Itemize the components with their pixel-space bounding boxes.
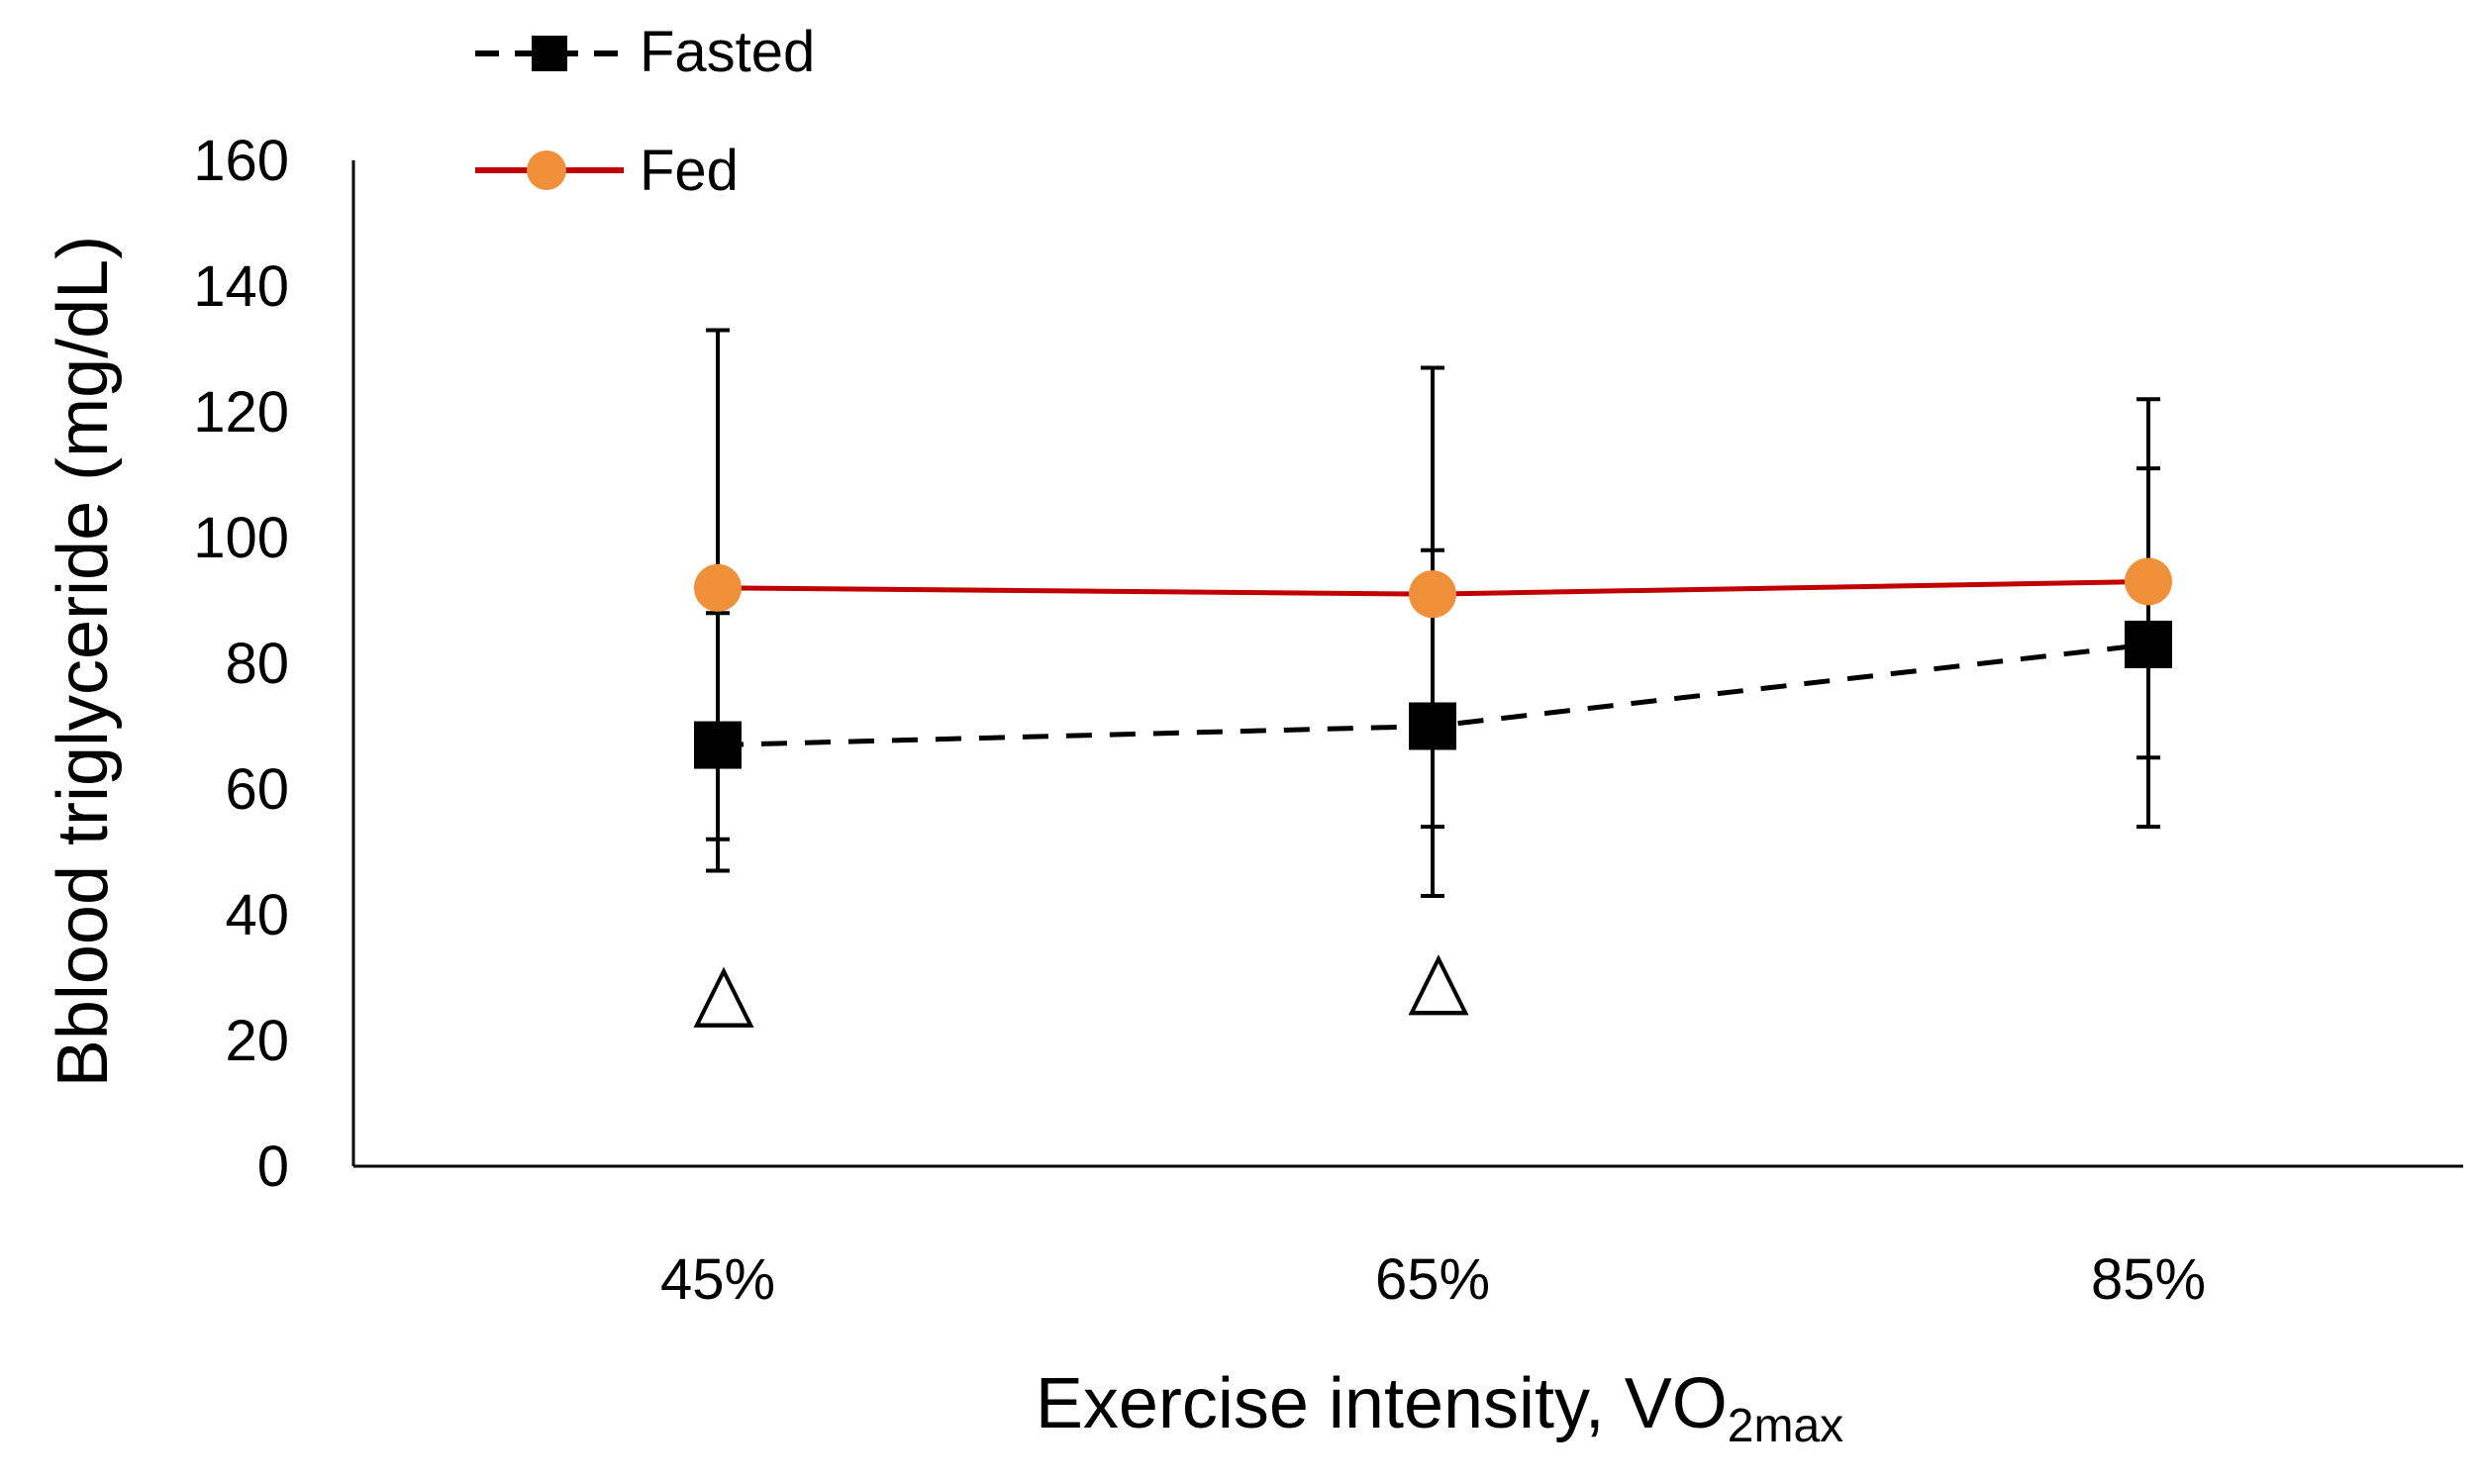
x-tick-label: 45% — [660, 1247, 775, 1312]
legend-fed-marker-icon — [527, 150, 566, 190]
legend-fasted-label: Fasted — [640, 20, 815, 84]
annotation-triangle: △ — [1408, 933, 1469, 1025]
y-tick-labels: 0 20 40 60 80 100 120 140 160 — [193, 129, 289, 1199]
y-tick-label: 140 — [193, 254, 289, 319]
y-tick-label: 0 — [257, 1135, 289, 1199]
marker-fasted — [2125, 620, 2172, 668]
y-tick-label: 80 — [225, 632, 289, 696]
x-axis-title-subscript: 2max — [1728, 1400, 1843, 1452]
x-axis-title-text: Exercise intensity, — [1036, 1364, 1625, 1443]
y-tick-label: 40 — [225, 883, 289, 947]
marker-fasted — [694, 721, 742, 769]
marker-fed — [1409, 570, 1456, 619]
x-tick-label: 65% — [1375, 1247, 1490, 1312]
y-tick-label: 120 — [193, 380, 289, 445]
annotations: △ △ — [693, 933, 1469, 1038]
y-axis-title: Bblood triglyceride (mg/dL) — [44, 236, 123, 1087]
annotation-triangle: △ — [693, 944, 754, 1037]
series-markers — [694, 557, 2172, 769]
legend: Fasted Fed — [475, 20, 815, 203]
y-tick-label: 100 — [193, 506, 289, 570]
axes — [351, 160, 2463, 1168]
x-axis-title-formula: VO — [1625, 1364, 1728, 1443]
marker-fed — [694, 563, 742, 612]
legend-fed-label: Fed — [640, 139, 739, 203]
legend-fasted-marker-icon — [532, 36, 567, 71]
y-tick-label: 160 — [193, 129, 289, 193]
y-tick-label: 60 — [225, 757, 289, 822]
marker-fasted — [1409, 702, 1456, 750]
y-tick-label: 20 — [225, 1009, 289, 1073]
x-axis-title: Exercise intensity, VO2max — [1036, 1364, 1843, 1452]
x-tick-labels: 45% 65% 85% — [660, 1247, 2206, 1312]
marker-fed — [2125, 557, 2172, 606]
x-tick-label: 85% — [2091, 1247, 2206, 1312]
